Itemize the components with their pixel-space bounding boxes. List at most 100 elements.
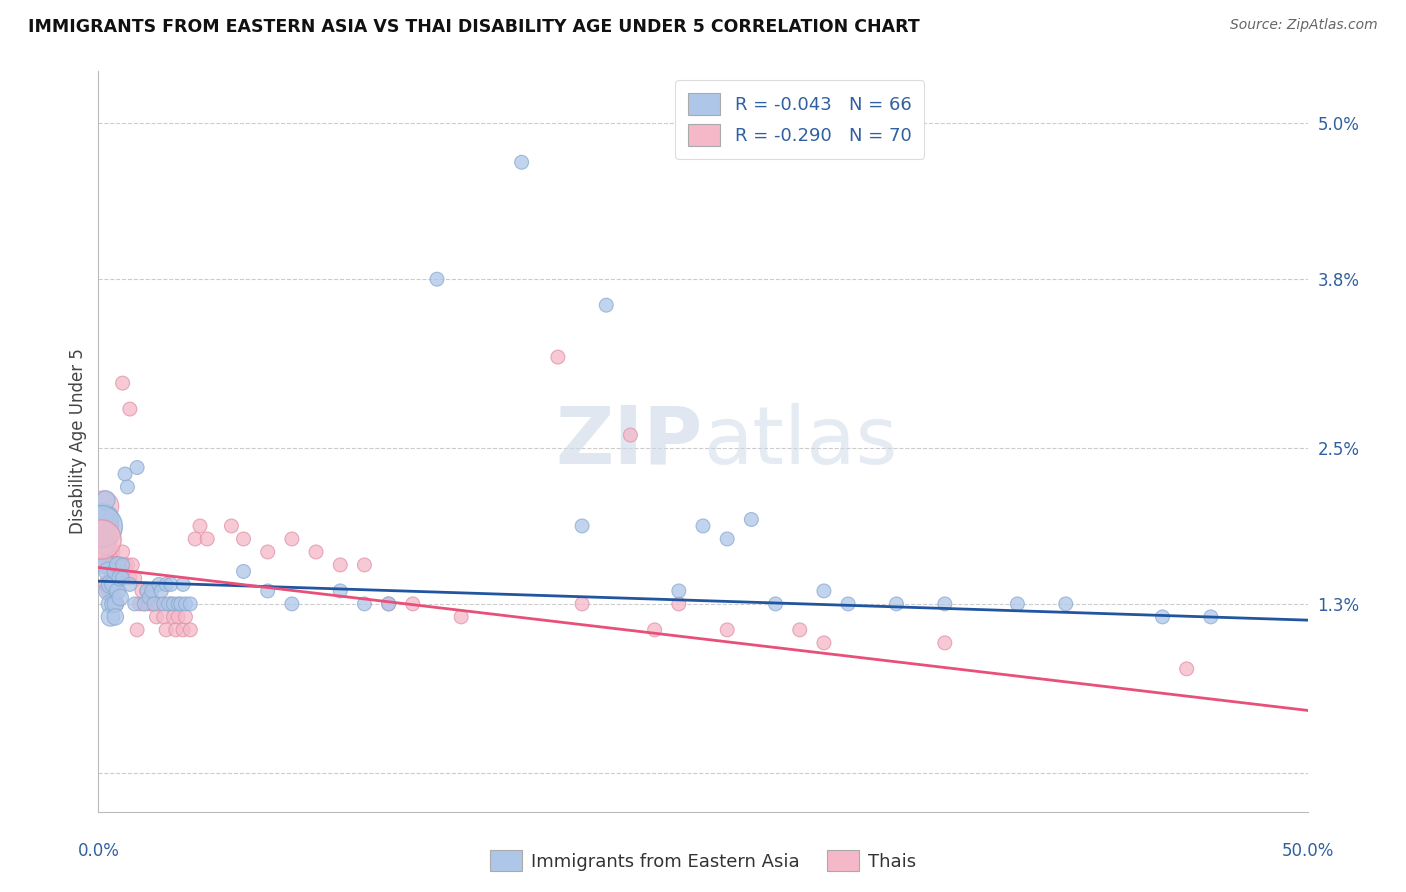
Point: [117, 558, 139, 572]
Point: [353, 597, 375, 611]
Point: [160, 597, 183, 611]
Point: [716, 623, 738, 637]
Point: [104, 597, 127, 611]
Point: [135, 583, 157, 598]
Point: [152, 610, 174, 624]
Point: [90, 519, 112, 533]
Point: [100, 597, 122, 611]
Point: [134, 597, 156, 611]
Point: [789, 623, 811, 637]
Point: [232, 532, 254, 546]
Point: [91, 519, 114, 533]
Point: [143, 597, 166, 611]
Point: [547, 350, 569, 364]
Point: [150, 583, 173, 598]
Point: [111, 558, 134, 572]
Point: [91, 500, 114, 514]
Point: [100, 545, 122, 559]
Point: [94, 538, 117, 552]
Point: [174, 610, 197, 624]
Point: [97, 558, 120, 572]
Point: [131, 583, 153, 598]
Point: [97, 577, 120, 591]
Point: [97, 583, 120, 598]
Point: [450, 610, 472, 624]
Point: [619, 428, 641, 442]
Point: [101, 597, 124, 611]
Point: [221, 519, 243, 533]
Point: [934, 636, 956, 650]
Point: [100, 610, 122, 624]
Point: [114, 558, 136, 572]
Point: [510, 155, 533, 169]
Point: [179, 623, 201, 637]
Point: [121, 558, 143, 572]
Point: [281, 597, 304, 611]
Text: 50.0%: 50.0%: [1281, 842, 1334, 860]
Point: [167, 597, 190, 611]
Point: [111, 545, 134, 559]
Point: [97, 532, 120, 546]
Point: [148, 597, 170, 611]
Point: [152, 597, 174, 611]
Point: [94, 558, 117, 572]
Point: [111, 376, 134, 390]
Point: [135, 583, 157, 598]
Point: [165, 623, 187, 637]
Point: [145, 610, 167, 624]
Point: [668, 597, 690, 611]
Point: [179, 597, 201, 611]
Point: [329, 558, 352, 572]
Point: [101, 591, 124, 605]
Point: [174, 597, 197, 611]
Point: [104, 558, 127, 572]
Text: 0.0%: 0.0%: [77, 842, 120, 860]
Point: [107, 583, 129, 598]
Point: [813, 636, 835, 650]
Point: [141, 597, 163, 611]
Legend: Immigrants from Eastern Asia, Thais: Immigrants from Eastern Asia, Thais: [482, 843, 924, 879]
Point: [195, 532, 218, 546]
Point: [108, 571, 131, 585]
Point: [169, 597, 191, 611]
Point: [101, 571, 124, 585]
Point: [127, 623, 149, 637]
Point: [97, 565, 120, 579]
Point: [101, 558, 124, 572]
Point: [402, 597, 425, 611]
Point: [668, 583, 690, 598]
Point: [1054, 597, 1077, 611]
Point: [305, 545, 328, 559]
Point: [118, 402, 141, 417]
Point: [100, 577, 122, 591]
Point: [172, 623, 194, 637]
Point: [886, 597, 908, 611]
Y-axis label: Disability Age Under 5: Disability Age Under 5: [69, 349, 87, 534]
Point: [118, 577, 141, 591]
Text: IMMIGRANTS FROM EASTERN ASIA VS THAI DISABILITY AGE UNDER 5 CORRELATION CHART: IMMIGRANTS FROM EASTERN ASIA VS THAI DIS…: [28, 18, 920, 36]
Point: [90, 532, 112, 546]
Point: [167, 610, 190, 624]
Legend: R = -0.043   N = 66, R = -0.290   N = 70: R = -0.043 N = 66, R = -0.290 N = 70: [675, 80, 924, 159]
Point: [160, 577, 183, 591]
Point: [94, 493, 117, 508]
Point: [692, 519, 714, 533]
Point: [377, 597, 399, 611]
Point: [162, 597, 184, 611]
Point: [934, 597, 956, 611]
Point: [101, 577, 124, 591]
Point: [134, 597, 156, 611]
Point: [426, 272, 449, 286]
Point: [94, 545, 117, 559]
Text: ZIP: ZIP: [555, 402, 703, 481]
Point: [644, 623, 666, 637]
Point: [162, 610, 184, 624]
Point: [107, 558, 129, 572]
Point: [232, 565, 254, 579]
Point: [104, 610, 127, 624]
Point: [716, 532, 738, 546]
Point: [124, 571, 146, 585]
Point: [256, 583, 278, 598]
Point: [127, 460, 149, 475]
Point: [94, 532, 117, 546]
